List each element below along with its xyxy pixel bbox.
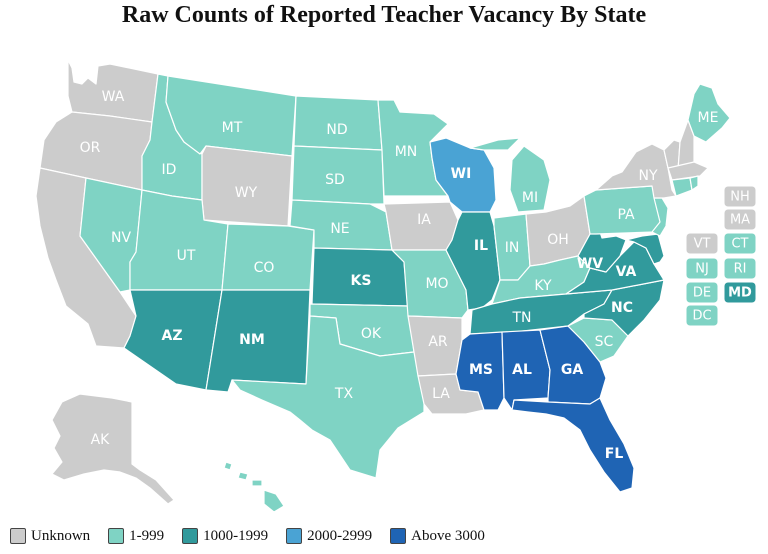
label-ar: AR [428,334,448,350]
box-label-vt: VT [694,237,711,252]
legend-label: Above 3000 [411,527,485,544]
state-co[interactable] [221,223,315,291]
label-wy: WY [235,185,258,201]
state-ak[interactable] [51,393,175,505]
box-ct[interactable] [723,232,757,255]
label-ny: NY [638,168,657,184]
label-ks: KS [351,273,372,289]
state-nj[interactable] [651,197,669,237]
map-title: Raw Counts of Reported Teacher Vacancy B… [121,2,647,28]
state-nc[interactable] [583,279,665,337]
box-nj[interactable] [685,257,719,280]
box-dc[interactable] [685,304,719,327]
legend-swatch [390,528,407,544]
label-ne: NE [330,221,349,237]
label-in: IN [505,240,520,256]
box-label-ct: CT [731,237,748,252]
box-label-de: DE [693,286,711,301]
label-al: AL [512,362,532,378]
label-tx: TX [334,386,354,402]
legend-swatch [10,528,26,544]
label-ga: GA [561,362,583,378]
label-nc: NC [611,300,633,316]
legend-swatch [182,528,199,544]
box-label-dc: DC [692,309,711,324]
label-fl: FL [605,446,624,462]
label-oh: OH [547,232,569,248]
label-ca: CA [34,268,54,284]
label-il: IL [474,238,488,254]
label-pa: PA [617,207,635,223]
legend-label: 1-999 [129,527,165,544]
legend-label: 2000-2999 [307,527,373,544]
label-va: VA [616,264,637,280]
label-wi: WI [451,166,472,182]
label-ia: IA [417,212,431,228]
label-mn: MN [395,144,418,160]
label-sd: SD [325,172,345,188]
label-or: OR [80,140,101,156]
box-nh[interactable] [723,185,757,208]
label-ak: AK [91,432,111,448]
state-sd[interactable] [291,145,385,205]
label-mo: MO [425,276,448,292]
box-de[interactable] [685,281,719,304]
state-mi[interactable] [469,137,551,213]
small-state-boxes: NH MA VT CT NJ RI DE MD DC [685,185,757,327]
box-md[interactable] [723,281,757,304]
legend-item-c3: 2000-2999 [286,528,372,545]
box-label-nh: NH [730,190,750,205]
label-ms: MS [469,362,493,378]
state-fl[interactable] [511,397,635,493]
label-la: LA [432,386,450,402]
legend-item-c1: 1-999 [108,528,164,545]
legend-label: 1000-1999 [203,527,269,544]
legend-label: Unknown [31,527,91,544]
legend-item-unknown: Unknown [10,528,90,545]
box-label-nj: NJ [695,262,709,277]
label-ky: KY [534,278,552,294]
legend-swatch [108,528,125,544]
label-ut: UT [177,248,196,264]
label-nm: NM [239,332,265,348]
legend-item-c2: 1000-1999 [182,528,268,545]
state-me[interactable] [687,83,731,143]
box-vt[interactable] [685,232,719,255]
box-ma[interactable] [723,208,757,231]
label-mt: MT [222,120,243,136]
box-ri[interactable] [723,257,757,280]
label-nd: ND [326,122,347,138]
state-md[interactable] [625,233,665,265]
label-ok: OK [361,326,382,342]
box-label-md: MD [728,286,752,301]
label-tn: TN [511,310,531,326]
label-az: AZ [162,328,183,344]
label-me: ME [698,110,719,126]
legend: Unknown 1-999 1000-1999 2000-2999 Above 3000 [10,524,485,548]
label-wa: WA [102,89,125,105]
legend-swatch [286,528,303,544]
state-ct[interactable] [671,177,693,197]
label-nv: NV [111,230,131,246]
state-tx[interactable] [231,315,425,479]
label-wv: WV [577,256,603,272]
state-wi[interactable] [429,137,497,213]
label-hi: HI [243,485,258,501]
box-label-ma: MA [730,213,750,228]
label-co: CO [254,260,275,276]
legend-item-c4: Above 3000 [390,528,485,545]
label-sc: SC [595,334,614,350]
state-ri[interactable] [689,175,699,191]
state-hi[interactable] [223,461,285,513]
label-mi: MI [522,190,538,206]
label-id: ID [162,162,177,178]
us-map: WA OR CA NV ID MT WY UT AZ CO NM ND SD N… [34,59,757,513]
box-label-ri: RI [734,262,747,277]
